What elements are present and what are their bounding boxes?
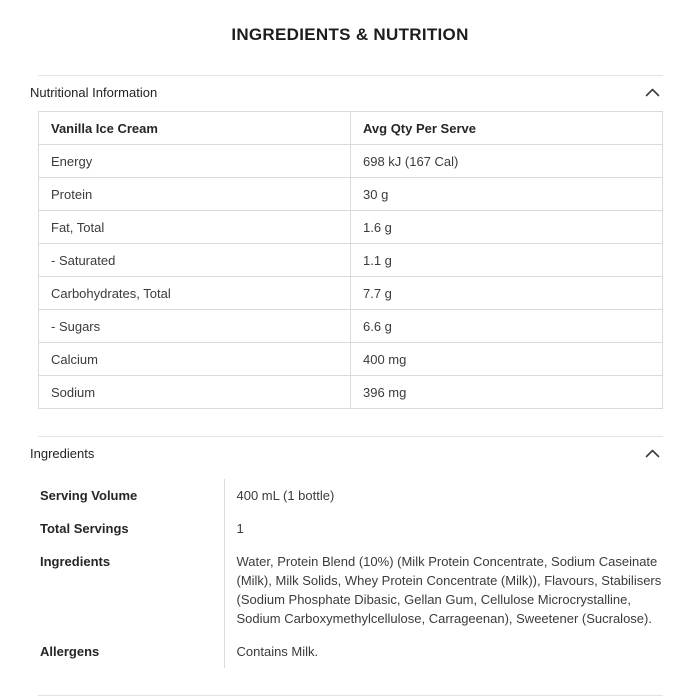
nutrient-label: Fat, Total <box>38 210 351 244</box>
list-item: Serving Volume 400 mL (1 bottle) <box>40 479 663 512</box>
table-row: Fat, Total 1.6 g <box>38 210 663 244</box>
nutrient-label: Carbohydrates, Total <box>38 276 351 310</box>
table-row: - Saturated 1.1 g <box>38 243 663 277</box>
nutrition-table-qty-column-header: Avg Qty Per Serve <box>350 111 663 145</box>
nutrient-label: - Sugars <box>38 309 351 343</box>
table-row: - Sugars 6.6 g <box>38 309 663 343</box>
content-area: Nutritional Information Vanilla Ice Crea… <box>30 75 663 696</box>
nutrient-value: 6.6 g <box>350 309 663 343</box>
nutrient-label: Sodium <box>38 375 351 409</box>
nutrition-table-product-column-header: Vanilla Ice Cream <box>38 111 351 145</box>
nutrient-label: Calcium <box>38 342 351 376</box>
nutritional-information-header-label: Nutritional Information <box>30 85 158 100</box>
ingredients-header-label: Ingredients <box>30 446 95 461</box>
total-servings-value: 1 <box>223 512 663 545</box>
section-divider <box>38 436 663 437</box>
ingredients-label: Ingredients <box>40 554 111 569</box>
nutrient-value: 400 mg <box>350 342 663 376</box>
table-row: Energy 698 kJ (167 Cal) <box>38 144 663 178</box>
total-servings-label: Total Servings <box>40 521 129 536</box>
nutritional-information-accordion-header[interactable]: Nutritional Information <box>30 76 663 109</box>
nutrient-value: 30 g <box>350 177 663 211</box>
ingredients-value: Water, Protein Blend (10%) (Milk Protein… <box>223 545 663 635</box>
nutrient-value: 1.1 g <box>350 243 663 277</box>
section-divider <box>38 75 663 76</box>
nutrient-value: 7.7 g <box>350 276 663 310</box>
nutrient-value: 396 mg <box>350 375 663 409</box>
page-title: INGREDIENTS & NUTRITION <box>231 25 469 44</box>
nutrition-table-header-row: Vanilla Ice Cream Avg Qty Per Serve <box>38 111 663 145</box>
nutrient-value: 1.6 g <box>350 210 663 244</box>
table-row: Calcium 400 mg <box>38 342 663 376</box>
section-divider <box>38 695 663 696</box>
list-item: Allergens Contains Milk. <box>40 635 663 668</box>
chevron-up-icon[interactable] <box>645 88 660 97</box>
nutrient-label: Protein <box>38 177 351 211</box>
nutrient-label: Energy <box>38 144 351 178</box>
ingredients-accordion-header[interactable]: Ingredients <box>30 437 663 470</box>
table-row: Sodium 396 mg <box>38 375 663 409</box>
chevron-up-icon[interactable] <box>645 449 660 458</box>
table-row: Protein 30 g <box>38 177 663 211</box>
allergens-label: Allergens <box>40 644 100 659</box>
table-row: Carbohydrates, Total 7.7 g <box>38 276 663 310</box>
nutrient-value: 698 kJ (167 Cal) <box>350 144 663 178</box>
list-item: Ingredients Water, Protein Blend (10%) (… <box>40 545 663 635</box>
ingredients-table: Serving Volume 400 mL (1 bottle) Total S… <box>40 479 663 668</box>
nutrition-table: Vanilla Ice Cream Avg Qty Per Serve Ener… <box>38 111 663 409</box>
serving-volume-value: 400 mL (1 bottle) <box>223 479 663 512</box>
list-item: Total Servings 1 <box>40 512 663 545</box>
allergens-value: Contains Milk. <box>223 635 663 668</box>
serving-volume-label: Serving Volume <box>40 488 138 503</box>
nutrient-label: - Saturated <box>38 243 351 277</box>
